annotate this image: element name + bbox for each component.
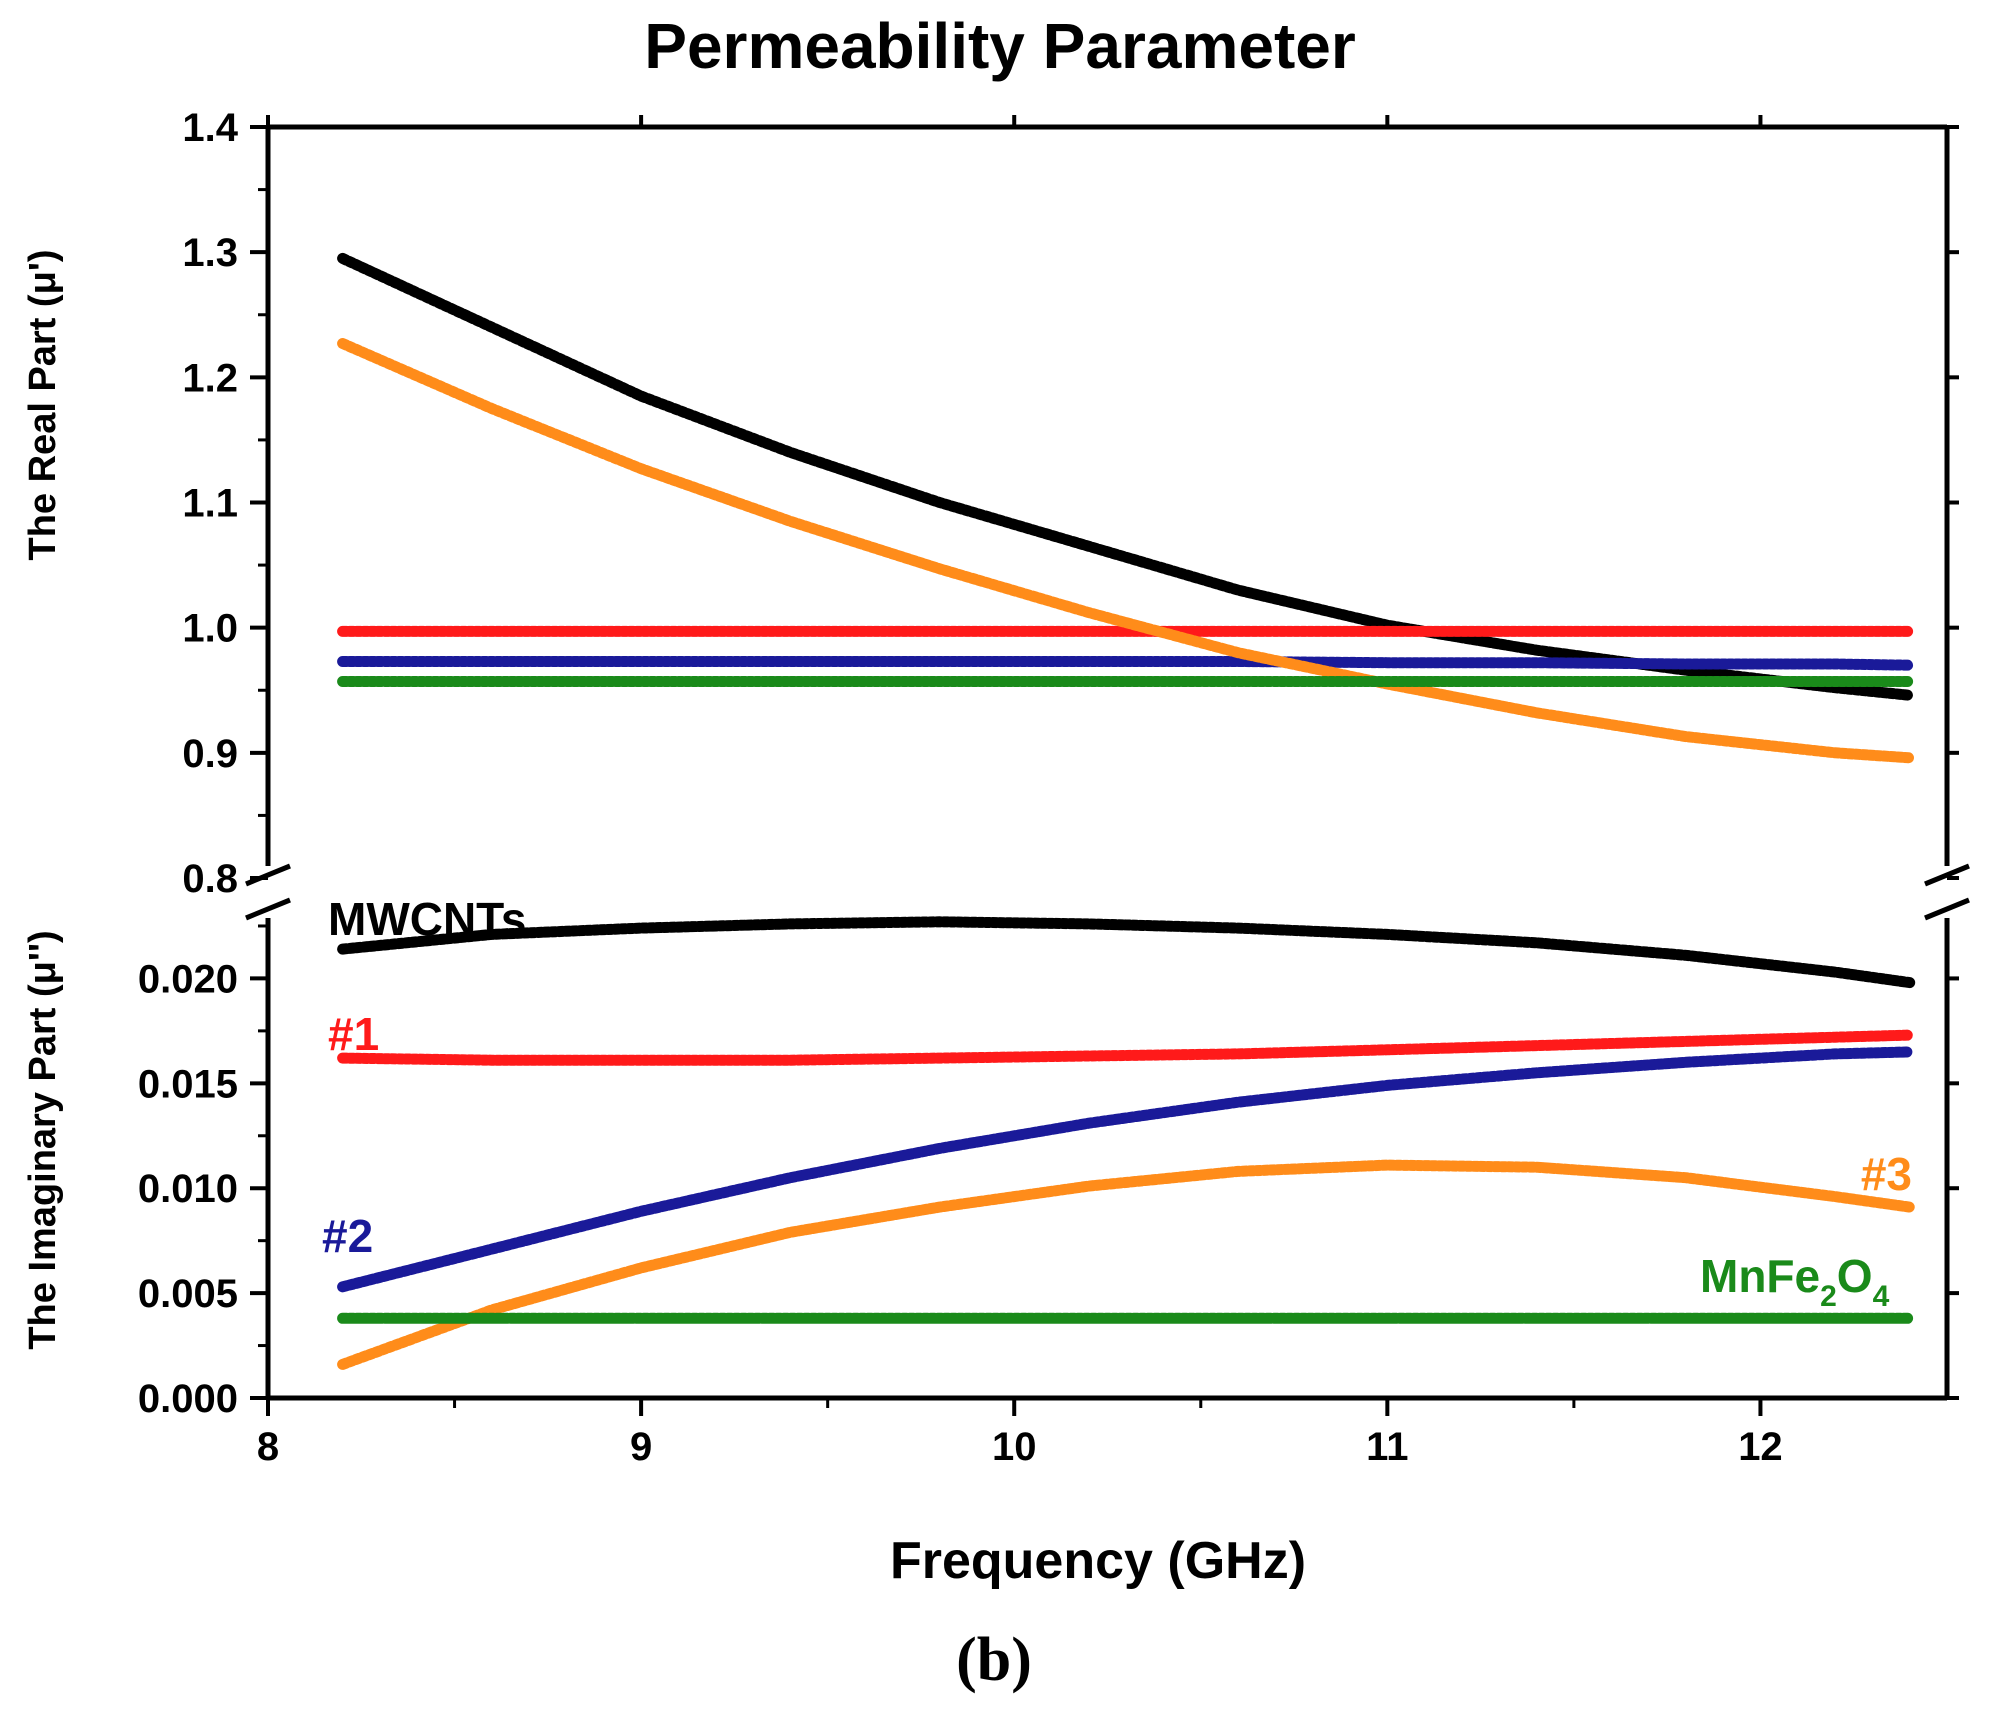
label-mwcnts: MWCNTs bbox=[328, 893, 526, 945]
x-axis: 8 9 10 11 12 bbox=[257, 115, 1783, 1469]
axis-break-left-1 bbox=[245, 863, 291, 887]
series-real--2 bbox=[337, 656, 1916, 671]
x-axis-title: Frequency (GHz) bbox=[890, 1532, 1306, 1590]
x-tick-label: 8 bbox=[257, 1425, 279, 1469]
axis-break-right-1 bbox=[1924, 863, 1970, 887]
y-tick-label-imag: 0.015 bbox=[138, 1062, 238, 1106]
label-mnfe2o4-mid: O bbox=[1837, 1250, 1873, 1302]
series-imag--2 bbox=[337, 1046, 1916, 1293]
y-tick-label-imag: 0.000 bbox=[138, 1377, 238, 1421]
label-sample-3: #3 bbox=[1861, 1148, 1912, 1200]
series-imag--3 bbox=[337, 1159, 1916, 1370]
y-tick-label-real: 1.1 bbox=[182, 482, 238, 526]
x-tick-label: 11 bbox=[1366, 1425, 1408, 1469]
label-mnfe2o4-sub2: 4 bbox=[1873, 1280, 1890, 1313]
plot-frame bbox=[245, 124, 1970, 1401]
x-tick-label: 12 bbox=[1738, 1425, 1783, 1469]
series-real--3 bbox=[337, 338, 1916, 764]
series-group bbox=[337, 252, 1916, 1370]
y-tick-label-real: 0.9 bbox=[182, 732, 238, 776]
y-tick-label-real: 0.8 bbox=[182, 857, 238, 901]
y-tick-label-imag: 0.010 bbox=[138, 1167, 238, 1211]
y-axis-real: 0.8 0.9 1.0 1.1 1.2 1.3 1.4 bbox=[182, 106, 1959, 901]
x-tick-label: 10 bbox=[992, 1425, 1037, 1469]
label-sample-1: #1 bbox=[328, 1008, 379, 1060]
axis-break-left-2 bbox=[245, 897, 291, 921]
y-tick-label-real: 1.2 bbox=[182, 356, 238, 400]
series-imag--1 bbox=[337, 1029, 1916, 1066]
series-imag-mwcnts bbox=[337, 916, 1916, 989]
series-real-mwcnts bbox=[337, 252, 1916, 701]
y-tick-label-real: 1.4 bbox=[182, 106, 238, 150]
label-sample-2: #2 bbox=[322, 1210, 373, 1262]
y-axis-imag: 0.000 0.005 0.010 0.015 0.020 bbox=[138, 924, 1959, 1421]
y-tick-label-real: 1.3 bbox=[182, 231, 238, 275]
label-mnfe2o4-sub1: 2 bbox=[1820, 1280, 1837, 1313]
axis-break-right-2 bbox=[1924, 897, 1970, 921]
figure-caption: (b) bbox=[956, 1626, 1032, 1694]
chart-title: Permeability Parameter bbox=[644, 10, 1356, 82]
x-tick-label: 9 bbox=[630, 1425, 652, 1469]
y-axis-title-real: The Real Part (μ') bbox=[22, 249, 64, 560]
label-mnfe2o4-main: MnFe bbox=[1700, 1250, 1820, 1302]
y-tick-label-imag: 0.020 bbox=[138, 957, 238, 1001]
y-tick-label-imag: 0.005 bbox=[138, 1272, 238, 1316]
label-mnfe2o4: MnFe2O4 bbox=[1700, 1250, 1890, 1313]
y-axis-title-imag: The Imaginary Part (μ'') bbox=[22, 930, 64, 1349]
y-tick-label-real: 1.0 bbox=[182, 607, 238, 651]
